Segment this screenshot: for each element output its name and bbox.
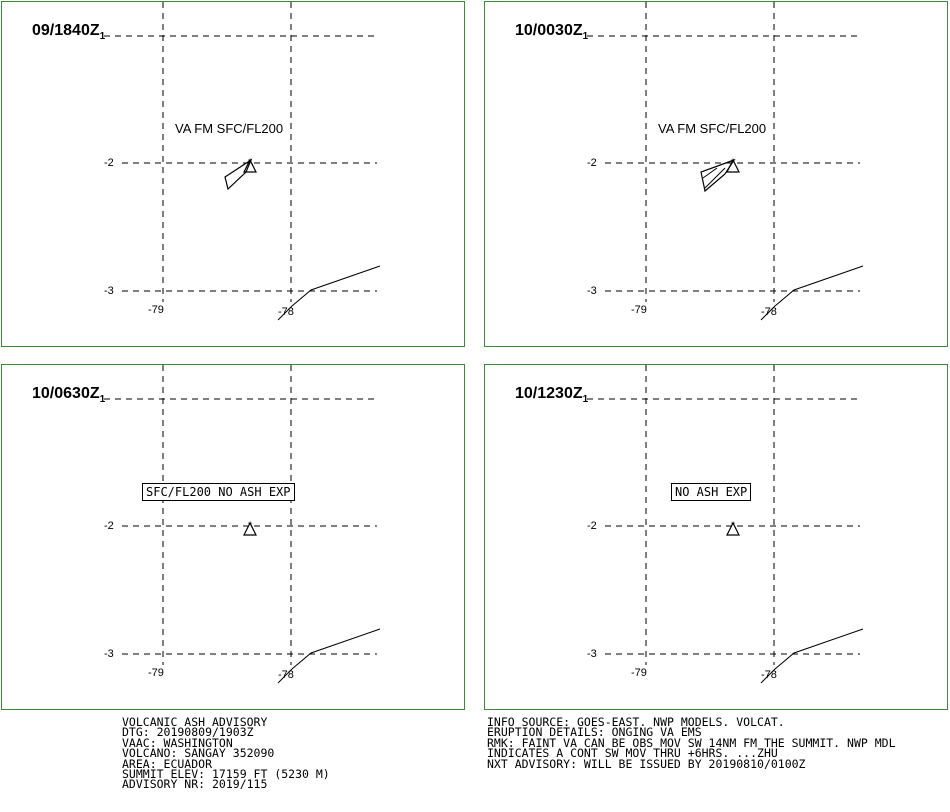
map-panel-2: * 10/0030Z1 VA FM SFC/FL200 -2 -3 -79 -7… <box>484 1 948 347</box>
svg-text:*: * <box>248 520 253 532</box>
time-label: 10/0030Z1 <box>515 22 589 43</box>
advisory-line: VAAC: WASHINGTON <box>122 735 233 750</box>
time-label: 09/1840Z1 <box>32 22 106 43</box>
map-panel-3: * 10/0630Z1 SFC/FL200 NO ASH EXP -2 -3 -… <box>1 364 465 710</box>
lat-tick-label: -2 <box>104 520 114 532</box>
ash-description-box: NO ASH EXP <box>671 483 752 501</box>
volcano-icon <box>243 158 257 173</box>
svg-text:*: * <box>731 157 736 169</box>
lon-tick-label: -78 <box>278 306 294 318</box>
map-graphic: * <box>587 2 864 321</box>
lon-tick-label: -79 <box>631 304 647 316</box>
lat-tick-label: -2 <box>587 157 597 169</box>
time-label: 10/0630Z1 <box>32 385 106 406</box>
ash-cloud-polygon <box>224 158 253 191</box>
advisory-line: DTG: 20190809/1903Z <box>122 725 254 740</box>
advisory-line: AREA: ECUADOR <box>122 756 213 771</box>
advisory-line: ADVISORY NR: 2019/115 <box>122 777 268 792</box>
coastline <box>760 265 864 321</box>
map-graphic: * <box>104 365 381 684</box>
advisory-line: ERUPTION DETAILS: ONGING VA EMS <box>487 725 702 740</box>
lon-tick-label: -79 <box>148 304 164 316</box>
advisory-line: INDICATES A CONT SW MOV THRU +6HRS. ...Z… <box>487 746 778 761</box>
lon-tick-label: -79 <box>148 667 164 679</box>
lon-tick-label: -79 <box>631 667 647 679</box>
lat-tick-label: -2 <box>587 520 597 532</box>
coastline <box>277 628 381 684</box>
advisory-header-block: VOLCANIC ASH ADVISORY DTG: 20190809/1903Z… <box>122 715 330 792</box>
volcano-icon <box>243 521 257 536</box>
ash-description: VA FM SFC/FL200 <box>658 121 767 136</box>
map-graphic: * <box>587 365 864 684</box>
advisory-line: NXT ADVISORY: WILL BE ISSUED BY 20190810… <box>487 756 806 771</box>
advisory-details-block: INFO SOURCE: GOES-EAST. NWP MODELS. VOLC… <box>487 715 896 771</box>
coastline <box>760 628 864 684</box>
volcano-icon <box>726 521 740 536</box>
coastline <box>277 265 381 321</box>
lat-tick-label: -3 <box>104 648 114 660</box>
map-panel-4: * 10/1230Z1 NO ASH EXP -2 -3 -79 -78 <box>484 364 948 710</box>
time-label: 10/1230Z1 <box>515 385 589 406</box>
ash-description-box: SFC/FL200 NO ASH EXP <box>142 483 295 501</box>
advisory-line: RMK: FAINT VA CAN BE OBS MOV SW 14NM FM … <box>487 735 896 750</box>
ash-cloud-hatch <box>704 167 726 189</box>
advisory-line: VOLCANO: SANGAY 352090 <box>122 746 275 761</box>
map-panel-1: * 09/1840Z1 VA FM SFC/FL200 -2 -3 -79 -7… <box>1 1 465 347</box>
lat-tick-label: -2 <box>104 157 114 169</box>
advisory-line: INFO SOURCE: GOES-EAST. NWP MODELS. VOLC… <box>487 715 785 729</box>
ash-cloud-hatch <box>702 167 718 179</box>
lon-tick-label: -78 <box>761 669 777 681</box>
lat-tick-label: -3 <box>587 285 597 297</box>
svg-text:*: * <box>731 520 736 532</box>
advisory-line: SUMMIT ELEV: 17159 FT (5230 M) <box>122 767 330 782</box>
ash-description: VA FM SFC/FL200 <box>175 121 284 136</box>
map-graphic: * <box>104 2 381 321</box>
volcano-icon <box>726 158 740 173</box>
advisory-line: VOLCANIC ASH ADVISORY <box>122 715 268 729</box>
lat-tick-label: -3 <box>587 648 597 660</box>
lon-tick-label: -78 <box>278 669 294 681</box>
lon-tick-label: -78 <box>761 306 777 318</box>
svg-text:*: * <box>248 157 253 169</box>
lat-tick-label: -3 <box>104 285 114 297</box>
